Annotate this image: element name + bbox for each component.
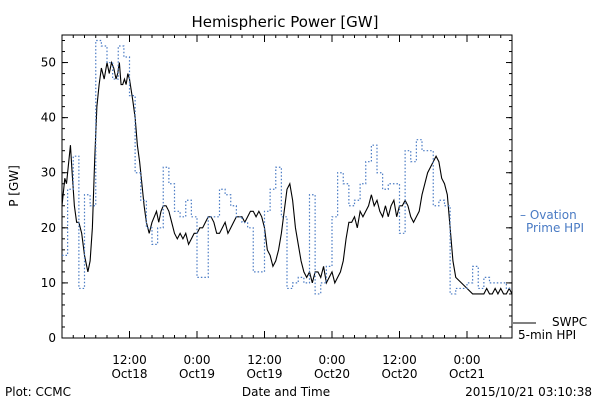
legend-swpc-line-1: SWPC — [552, 315, 587, 329]
series-swpc-line — [61, 60, 513, 296]
y-tick-label: 30 — [41, 166, 56, 180]
legend-ovation-line-1: – Ovation — [520, 208, 577, 222]
legend-swpc-line-2: 5-min HPI — [518, 328, 576, 342]
x-tick-time: 0:00 — [454, 353, 481, 367]
y-tick-label: 0 — [48, 331, 56, 345]
x-tick-time: 12:00 — [247, 353, 282, 367]
y-axis: 0 10 20 30 40 50 — [41, 40, 512, 345]
legend: – Ovation Prime HPI SWPC 5-min HPI — [513, 208, 587, 342]
series-layer — [61, 39, 513, 296]
plot-timestamp: 2015/10/21 03:10:38 — [465, 385, 592, 399]
x-tick-date: Oct19 — [179, 367, 215, 381]
x-tick-time: 12:00 — [112, 353, 147, 367]
x-axis: 12:00Oct180:00Oct1912:00Oct190:00Oct2012… — [61, 35, 513, 381]
series-ovation-prime-line — [62, 39, 512, 295]
x-tick-time: 12:00 — [382, 353, 417, 367]
x-tick-date: Oct21 — [449, 367, 485, 381]
x-tick-date: Oct19 — [246, 367, 282, 381]
x-tick-date: Oct20 — [381, 367, 417, 381]
y-tick-label: 40 — [41, 111, 56, 125]
x-tick-date: Oct20 — [314, 367, 350, 381]
x-tick-time: 0:00 — [319, 353, 346, 367]
y-tick-label: 50 — [41, 56, 56, 70]
y-tick-label: 10 — [41, 276, 56, 290]
y-axis-label: P [GW] — [7, 165, 21, 207]
chart-title: Hemispheric Power [GW] — [192, 13, 379, 31]
y-tick-label: 20 — [41, 221, 56, 235]
x-axis-label: Date and Time — [242, 385, 330, 399]
legend-ovation-line-2: Prime HPI — [526, 221, 584, 235]
x-tick-time: 0:00 — [184, 353, 211, 367]
x-tick-date: Oct18 — [111, 367, 147, 381]
plot-credit: Plot: CCMC — [5, 385, 71, 399]
